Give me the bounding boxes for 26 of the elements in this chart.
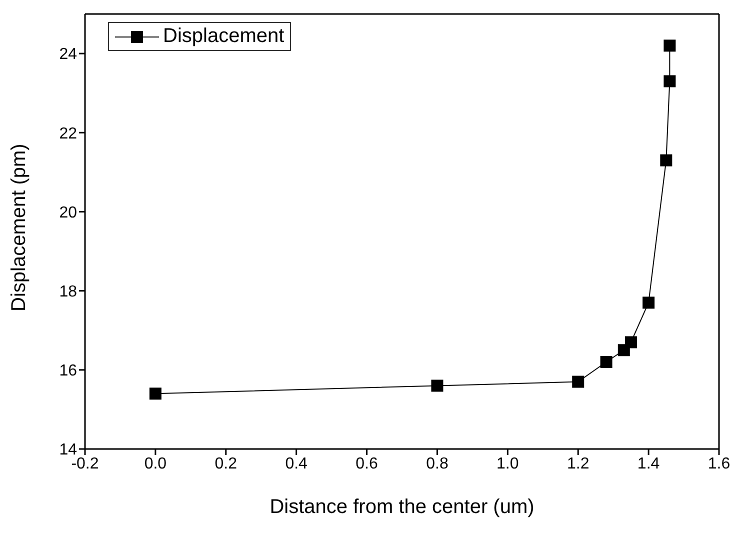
- point: [664, 40, 676, 52]
- point: [624, 336, 637, 348]
- y-tick-label: 22: [59, 125, 78, 142]
- point: [149, 388, 162, 400]
- x-tick-label: 0.8: [426, 455, 448, 472]
- point: [600, 356, 612, 368]
- legend-label: Displacement: [163, 25, 284, 48]
- y-axis-title: Displacement (pm): [8, 144, 30, 312]
- point: [572, 376, 584, 388]
- x-tick-label: 1.4: [637, 455, 660, 472]
- x-tick-label: 0.2: [214, 455, 238, 472]
- x-tick-label: 1.0: [496, 455, 519, 472]
- x-tick-label: 0.0: [144, 455, 167, 472]
- x-tick-label: 1.2: [566, 455, 590, 472]
- point: [664, 75, 676, 88]
- point: [642, 296, 655, 309]
- point: [431, 380, 444, 392]
- x-tick-label: 0.4: [285, 455, 308, 472]
- point: [660, 154, 672, 166]
- x-axis-title: Distance from the center (um): [270, 496, 534, 518]
- y-tick-label: 24: [59, 46, 78, 64]
- x-tick-label: 0.6: [356, 455, 378, 472]
- y-tick-label: 18: [59, 284, 78, 300]
- x-tick-label: 1.6: [708, 455, 730, 472]
- y-tick-label: 16: [59, 362, 78, 380]
- y-tick-label: 20: [59, 204, 78, 222]
